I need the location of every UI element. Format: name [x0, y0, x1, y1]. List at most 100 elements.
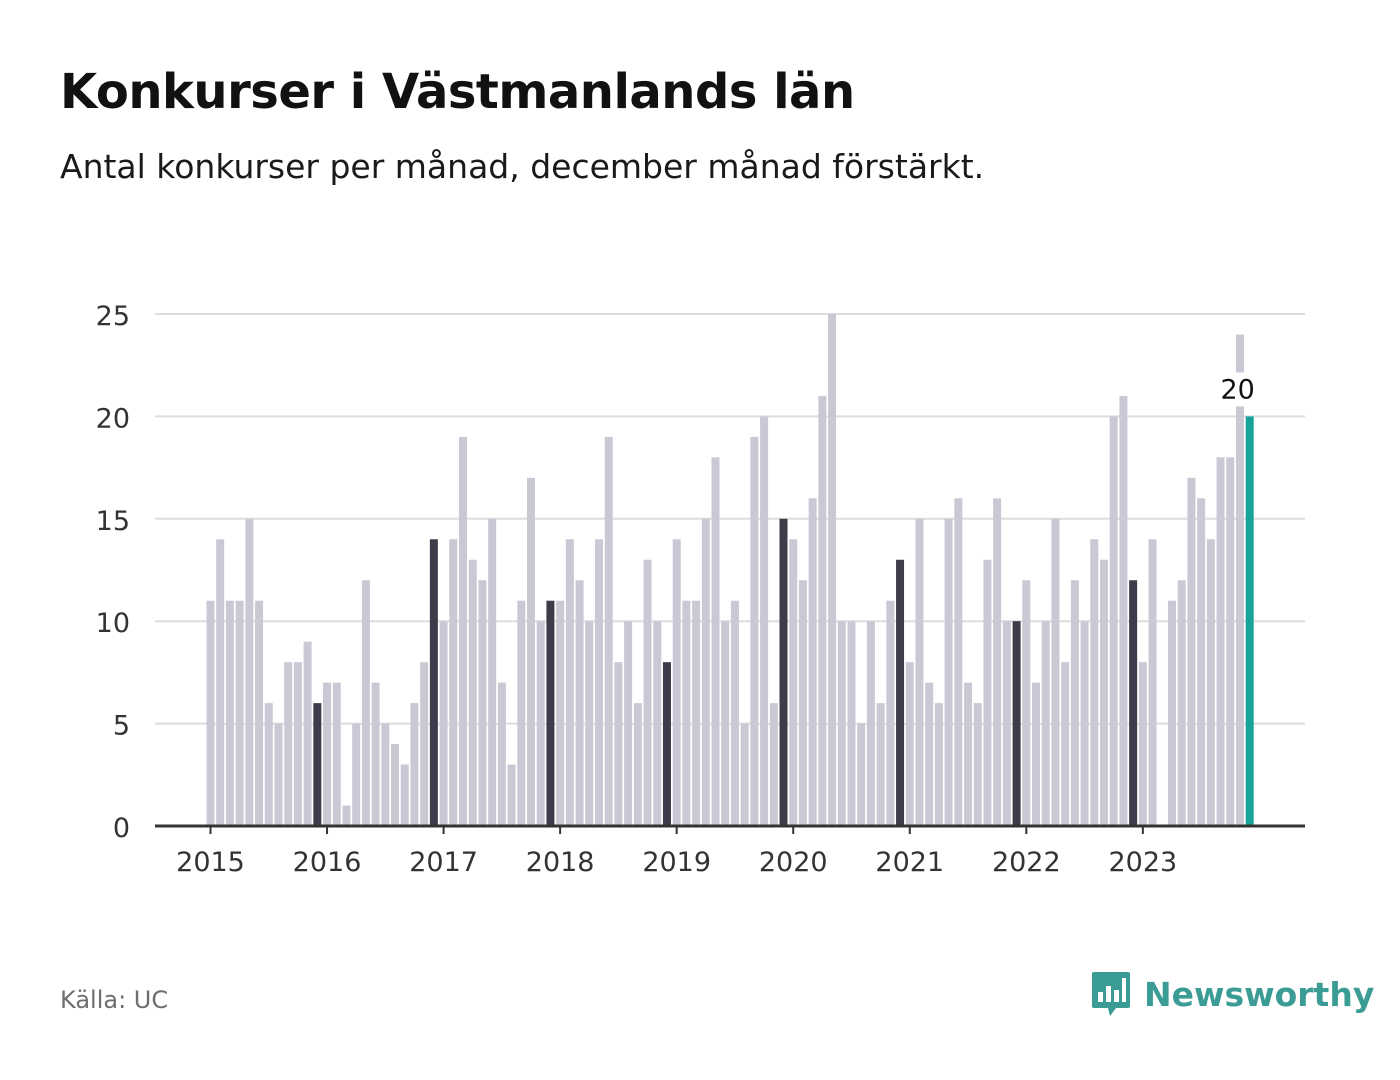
chart-subtitle: Antal konkurser per månad, december måna… — [60, 147, 985, 186]
x-tick-label: 2020 — [759, 847, 828, 878]
bar — [701, 518, 710, 826]
bar — [682, 600, 691, 826]
bar — [740, 723, 749, 826]
bar — [517, 600, 526, 826]
bar — [488, 518, 497, 826]
bar — [1197, 498, 1206, 826]
bar — [323, 682, 332, 826]
bar — [225, 600, 234, 826]
bar — [468, 559, 477, 826]
bar — [760, 416, 769, 826]
bar — [352, 723, 361, 826]
bar — [905, 662, 914, 826]
bar — [1206, 539, 1215, 826]
bar — [420, 662, 429, 826]
bar — [497, 682, 506, 826]
bar — [633, 703, 642, 826]
bar — [876, 703, 885, 826]
bar — [750, 436, 759, 826]
y-tick-label: 25 — [96, 301, 130, 332]
bars — [206, 314, 1254, 826]
bar — [526, 477, 535, 826]
bar — [439, 621, 448, 826]
bar — [1177, 580, 1186, 826]
bar — [808, 498, 817, 826]
labels: 0 5 10 15 20 25 20 2015 2016 2017 2018 2019 2020 2021… — [96, 301, 1305, 878]
chart-title: Konkurser i Västmanlands län — [60, 64, 855, 120]
bar — [828, 314, 837, 826]
bar — [1080, 621, 1089, 826]
bar — [983, 559, 992, 826]
bar — [692, 600, 701, 826]
bar — [604, 436, 613, 826]
bar — [1012, 621, 1021, 826]
x-tick-label: 2022 — [992, 847, 1061, 878]
x-tick-label: 2019 — [642, 847, 711, 878]
bar — [429, 539, 438, 826]
brand-name: Newsworthy — [1144, 974, 1375, 1014]
bar — [391, 744, 400, 826]
bar — [1070, 580, 1079, 826]
bar — [653, 621, 662, 826]
bar — [1051, 518, 1060, 826]
bar — [818, 395, 827, 826]
bar — [915, 518, 924, 826]
bar — [789, 539, 798, 826]
x-tick-label: 2017 — [409, 847, 478, 878]
bar — [847, 621, 856, 826]
bar — [303, 641, 312, 826]
brand-logo[interactable]: Newsworthy — [1090, 970, 1374, 1018]
bar — [206, 600, 215, 826]
bar — [866, 621, 875, 826]
bar — [1245, 416, 1254, 826]
bar — [662, 662, 671, 826]
bar — [1148, 539, 1157, 826]
bar — [1041, 621, 1050, 826]
bar — [216, 539, 225, 826]
bar — [371, 682, 380, 826]
bar — [1119, 395, 1128, 826]
bar — [934, 703, 943, 826]
bar — [964, 682, 973, 826]
bar — [536, 621, 545, 826]
bar — [449, 539, 458, 826]
bar — [614, 662, 623, 826]
bar — [361, 580, 370, 826]
bar — [1022, 580, 1031, 826]
bar — [546, 600, 555, 826]
bar — [245, 518, 254, 826]
bar — [886, 600, 895, 826]
bar — [1032, 682, 1041, 826]
bar — [1090, 539, 1099, 826]
bar — [478, 580, 487, 826]
x-tick-label: 2018 — [526, 847, 595, 878]
bar — [1138, 662, 1147, 826]
bar — [575, 580, 584, 826]
bar — [1216, 457, 1225, 826]
bar — [944, 518, 953, 826]
bar — [410, 703, 419, 826]
bar — [565, 539, 574, 826]
bar — [293, 662, 302, 826]
bar — [381, 723, 390, 826]
bar — [274, 723, 283, 826]
bar — [459, 436, 468, 826]
bar-chart: 0 5 10 15 20 25 20 2015 2016 2017 2018 2019 2020 2021… — [96, 301, 1305, 878]
bar — [1100, 559, 1109, 826]
value-label-halo — [1215, 372, 1262, 407]
x-tick-label: 2021 — [875, 847, 944, 878]
bar — [711, 457, 720, 826]
y-tick-label: 20 — [96, 403, 130, 434]
y-tick-label: 0 — [113, 813, 130, 844]
y-tick-label: 10 — [96, 608, 130, 639]
bar — [400, 764, 409, 826]
bar — [1226, 457, 1235, 826]
x-tick-label: 2023 — [1108, 847, 1177, 878]
bar — [284, 662, 293, 826]
bar — [730, 600, 739, 826]
bar-chart-speech-bubble-icon — [1092, 972, 1130, 1016]
bar — [264, 703, 273, 826]
bar — [235, 600, 244, 826]
bar — [954, 498, 963, 826]
bar — [594, 539, 603, 826]
